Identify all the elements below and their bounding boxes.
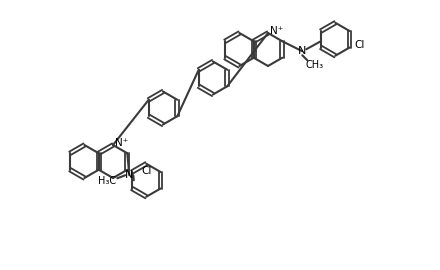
Text: Cl: Cl xyxy=(354,40,365,50)
Text: H₃C: H₃C xyxy=(98,176,116,186)
Text: N⁺: N⁺ xyxy=(115,138,128,148)
Text: N: N xyxy=(125,170,133,180)
Text: Cl: Cl xyxy=(141,166,151,176)
Text: N: N xyxy=(298,46,307,56)
Text: CH₃: CH₃ xyxy=(305,60,323,70)
Text: N⁺: N⁺ xyxy=(270,26,284,36)
